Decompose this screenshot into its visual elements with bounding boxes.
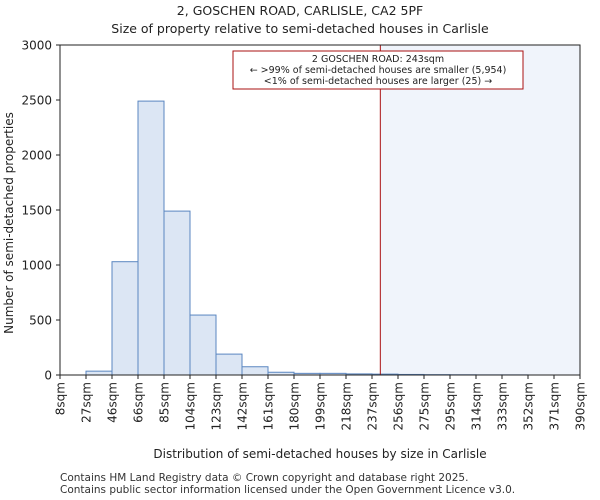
- x-tick-label: 390sqm: [574, 382, 588, 430]
- x-tick-label: 161sqm: [262, 382, 276, 430]
- bar-46sqm: [111, 261, 139, 376]
- y-tick-label: 500: [29, 314, 52, 328]
- y-tick-label: 0: [44, 369, 52, 383]
- x-tick-label: 66sqm: [132, 382, 146, 423]
- bar-85sqm: [163, 210, 191, 376]
- x-tick-label: 104sqm: [184, 382, 198, 430]
- x-tick-label: 8sqm: [54, 382, 68, 415]
- x-tick-label: 123sqm: [210, 382, 224, 430]
- bar-27sqm: [85, 370, 113, 376]
- larger-properties-region: [380, 45, 580, 375]
- annotation-box: 2 GOSCHEN ROAD: 243sqm ← >99% of semi-de…: [232, 50, 524, 90]
- bar-104sqm: [189, 314, 217, 376]
- x-tick-label: 371sqm: [548, 382, 562, 430]
- bar-123sqm: [215, 353, 243, 376]
- y-axis-label: Number of semi-detached properties: [2, 112, 16, 334]
- x-tick-label: 180sqm: [288, 382, 302, 430]
- annotation-frame: [232, 50, 524, 90]
- chart-subtitle: Size of property relative to semi-detach…: [111, 21, 489, 36]
- footer-line-1: Contains HM Land Registry data © Crown c…: [60, 472, 469, 484]
- y-tick-label: 2000: [21, 149, 52, 163]
- x-tick-label: 333sqm: [496, 382, 510, 430]
- chart-title: 2, GOSCHEN ROAD, CARLISLE, CA2 5PF: [176, 3, 424, 18]
- x-tick-label: 295sqm: [444, 382, 458, 430]
- y-tick-label: 2500: [21, 94, 52, 108]
- annotation-line-1: 2 GOSCHEN ROAD: 243sqm: [312, 54, 444, 65]
- x-tick-label: 199sqm: [314, 382, 328, 430]
- x-tick-label: 46sqm: [106, 382, 120, 423]
- x-ticks-group: 8sqm 27sqm 46sqm 66sqm 85sqm 104sqm 123sqm 142s…: [54, 375, 588, 430]
- annotation-line-2: ← >99% of semi-detached houses are small…: [250, 65, 507, 76]
- y-tick-label: 3000: [21, 39, 52, 53]
- x-tick-label: 142sqm: [236, 382, 250, 430]
- x-tick-label: 352sqm: [522, 382, 536, 430]
- x-tick-label: 256sqm: [392, 382, 406, 430]
- bars-group: [85, 100, 529, 376]
- x-tick-label: 275sqm: [418, 382, 432, 430]
- y-ticks-group: 0 500 1000 1500 2000 2500 3000: [21, 39, 60, 383]
- x-tick-label: 237sqm: [366, 382, 380, 430]
- x-axis-label: Distribution of semi-detached houses by …: [153, 447, 486, 461]
- x-tick-label: 314sqm: [470, 382, 484, 430]
- y-tick-label: 1000: [21, 259, 52, 273]
- annotation-line-3: <1% of semi-detached houses are larger (…: [264, 76, 492, 87]
- x-tick-label: 218sqm: [340, 382, 354, 430]
- x-tick-label: 85sqm: [158, 382, 172, 423]
- y-tick-label: 1500: [21, 204, 52, 218]
- bar-142sqm: [241, 366, 269, 376]
- x-tick-label: 27sqm: [80, 382, 94, 423]
- bar-66sqm: [137, 100, 165, 376]
- footer-line-2: Contains public sector information licen…: [60, 484, 516, 496]
